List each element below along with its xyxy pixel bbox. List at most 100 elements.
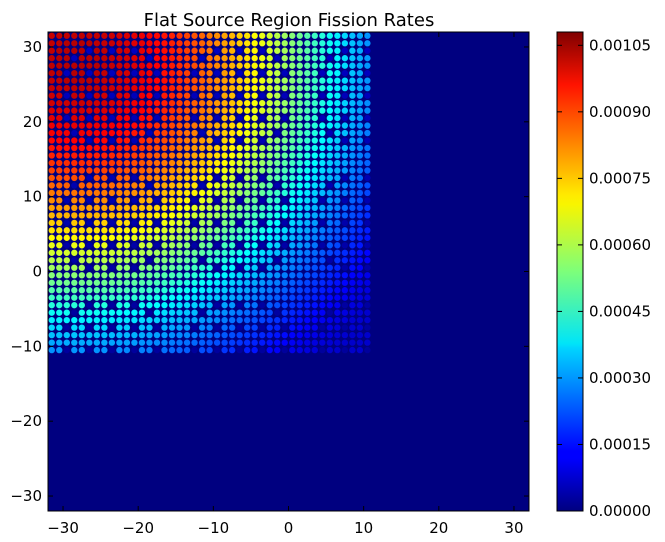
data-point: [78, 107, 85, 114]
data-point: [191, 122, 198, 129]
data-point: [221, 242, 228, 249]
data-point: [244, 40, 251, 47]
data-point: [349, 129, 356, 137]
data-point: [153, 62, 161, 69]
data-point: [221, 189, 228, 197]
data-point: [138, 152, 146, 159]
data-point: [319, 92, 326, 99]
data-point: [116, 204, 123, 212]
data-point: [334, 189, 341, 197]
data-point: [341, 287, 349, 294]
data-point: [221, 99, 228, 107]
data-point: [101, 152, 108, 159]
data-point: [93, 137, 101, 144]
data-point: [86, 167, 93, 174]
data-point: [319, 129, 326, 137]
data-point: [176, 316, 183, 324]
data-point: [304, 264, 311, 271]
data-point: [221, 279, 228, 286]
data-point: [146, 339, 153, 346]
data-point: [356, 264, 364, 271]
data-point: [78, 137, 85, 144]
data-point: [198, 77, 206, 84]
data-point: [108, 182, 116, 189]
data-point: [251, 144, 258, 152]
data-point: [176, 55, 183, 62]
data-point: [123, 339, 131, 346]
data-point: [289, 70, 296, 77]
data-point: [334, 234, 341, 241]
data-point: [168, 137, 176, 144]
data-point: [131, 55, 138, 62]
data-point: [116, 122, 123, 129]
data-point: [213, 197, 221, 204]
data-point: [266, 204, 273, 212]
data-point: [131, 122, 138, 129]
data-point: [116, 55, 123, 62]
data-point: [356, 257, 364, 264]
data-point: [63, 55, 70, 62]
data-point: [213, 339, 221, 346]
data-point: [183, 234, 191, 241]
data-point: [123, 272, 131, 279]
data-point: [138, 77, 146, 84]
data-point: [349, 55, 356, 62]
data-point: [131, 324, 138, 331]
data-point: [86, 219, 93, 227]
data-point: [334, 47, 341, 54]
data-point: [326, 55, 333, 62]
data-point: [289, 346, 296, 354]
data-point: [161, 77, 168, 84]
data-point: [161, 70, 168, 77]
data-point: [183, 219, 191, 227]
data-point: [228, 346, 236, 354]
data-point: [244, 287, 251, 294]
data-point: [161, 137, 168, 144]
data-point: [183, 114, 191, 122]
data-point: [356, 189, 364, 197]
data-point: [116, 309, 123, 316]
data-point: [123, 234, 131, 241]
data-point: [266, 197, 273, 204]
data-point: [101, 47, 108, 54]
data-point: [56, 55, 63, 62]
data-point: [116, 107, 123, 114]
data-point: [93, 316, 101, 324]
data-point: [364, 339, 371, 346]
data-point: [311, 339, 318, 346]
data-point: [116, 129, 123, 137]
data-point: [86, 99, 93, 107]
data-point: [78, 316, 85, 324]
data-point: [191, 227, 198, 234]
data-point: [228, 182, 236, 189]
data-point: [93, 152, 101, 159]
data-point: [244, 137, 251, 144]
data-point: [251, 55, 258, 62]
data-point: [236, 242, 243, 249]
data-point: [168, 197, 176, 204]
data-point: [153, 159, 161, 167]
data-point: [146, 55, 153, 62]
data-point: [251, 159, 258, 167]
data-point: [176, 114, 183, 122]
data-point: [161, 264, 168, 271]
data-point: [349, 70, 356, 77]
data-point: [183, 99, 191, 107]
data-point: [116, 212, 123, 219]
data-point: [289, 294, 296, 301]
data-point: [101, 212, 108, 219]
data-point: [304, 324, 311, 331]
data-point: [311, 159, 318, 167]
data-point: [78, 324, 85, 331]
data-point: [281, 264, 288, 271]
data-point: [168, 249, 176, 256]
data-point: [221, 47, 228, 54]
data-point: [191, 167, 198, 174]
data-point: [138, 62, 146, 69]
data-point: [296, 182, 303, 189]
data-point: [259, 331, 266, 339]
data-point: [296, 129, 303, 137]
data-point: [191, 339, 198, 346]
data-point: [168, 129, 176, 137]
data-point: [259, 174, 266, 182]
